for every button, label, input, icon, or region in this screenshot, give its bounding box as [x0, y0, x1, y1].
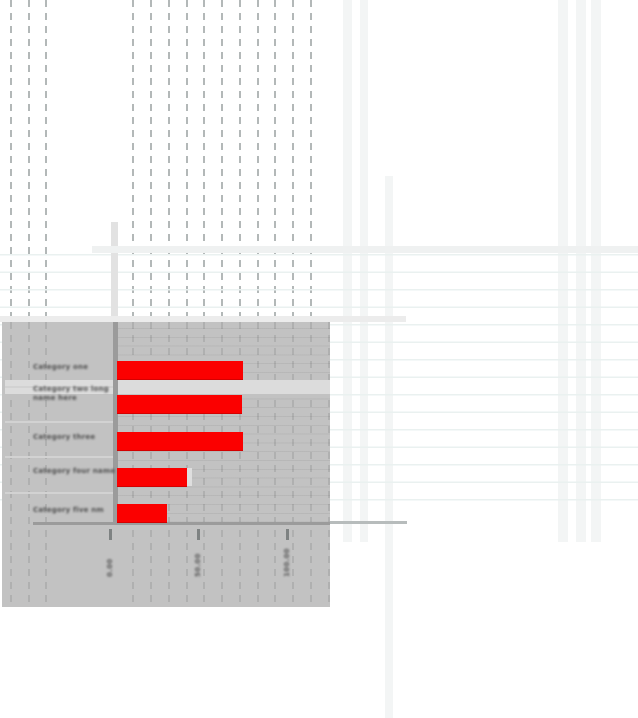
- panel-grid-stripe: [221, 322, 223, 607]
- panel-grid-stripe: [186, 322, 188, 607]
- category-separator: [5, 386, 115, 388]
- page-break-dashed-line: [310, 0, 312, 322]
- category-separator: [5, 492, 115, 494]
- chart-bar[interactable]: [117, 432, 244, 451]
- page-break-dashed-line: [168, 0, 170, 322]
- page-break-dashed-line: [150, 0, 152, 322]
- plot-fine-grid: [116, 328, 330, 526]
- page-break-dashed-line: [132, 0, 134, 322]
- value-axis-line: [113, 322, 118, 524]
- page-break-dashed-line: [292, 0, 294, 322]
- panel-grid-stripe: [328, 322, 330, 607]
- value-axis-upper-segment: [111, 222, 118, 322]
- x-axis-tick-label: 50.00: [194, 553, 203, 577]
- x-axis-tick-mark: [286, 529, 289, 540]
- plot-light-notch: [186, 468, 192, 486]
- x-axis-tick-mark: [197, 529, 201, 540]
- chart-panel[interactable]: Category one Category two long name here C…: [2, 322, 330, 607]
- chart-bar[interactable]: [117, 504, 168, 523]
- category-label: Category one: [33, 363, 89, 371]
- chart-bar[interactable]: [117, 395, 242, 414]
- panel-grid-stripe: [274, 322, 276, 607]
- x-axis-tick-label: 0.00: [105, 558, 114, 577]
- page-break-dashed-line: [186, 0, 188, 322]
- panel-grid-stripe: [310, 322, 312, 607]
- panel-grid-stripe: [45, 322, 47, 607]
- page-break-dashed-line: [28, 0, 30, 322]
- page-break-dashed-line: [239, 0, 241, 322]
- category-axis-line: [33, 522, 330, 525]
- panel-grid-stripe: [168, 322, 170, 607]
- panel-grid-stripe: [203, 322, 205, 607]
- category-separator: [5, 421, 115, 423]
- panel-grid-stripe: [239, 322, 241, 607]
- horizontal-guide-band: [92, 246, 638, 253]
- panel-grid-stripe: [292, 322, 294, 607]
- panel-grid-stripe: [28, 322, 30, 607]
- chart-bar[interactable]: [117, 468, 187, 487]
- panel-top-light-band: [0, 316, 406, 322]
- page-break-dashed-line: [203, 0, 205, 322]
- category-separator: [5, 456, 115, 458]
- category-label: Category four name: [33, 467, 116, 475]
- page-break-dashed-line: [257, 0, 259, 322]
- category-label: Category two long name here: [33, 385, 109, 402]
- plot-light-strip: [5, 380, 330, 394]
- category-axis-extension: [330, 521, 407, 524]
- panel-grid-stripe: [150, 322, 152, 607]
- chart-bar[interactable]: [117, 361, 244, 380]
- category-label: Category three: [33, 433, 96, 441]
- page-break-dashed-line: [274, 0, 276, 322]
- panel-grid-stripe: [257, 322, 259, 607]
- page-break-dashed-line: [221, 0, 223, 322]
- x-axis-tick-mark: [108, 529, 112, 540]
- page-break-dashed-line: [10, 0, 12, 322]
- panel-grid-stripe: [10, 322, 12, 607]
- x-axis-tick-label: 100.00: [283, 548, 291, 577]
- category-label: Category five nm: [33, 506, 104, 514]
- panel-grid-stripe: [132, 322, 134, 607]
- page-break-dashed-line: [45, 0, 47, 322]
